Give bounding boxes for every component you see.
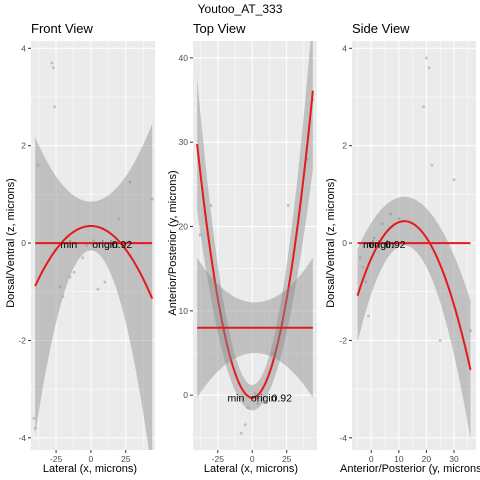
y-axis-label-side: Dorsal/Ventral (z, microns) <box>325 178 337 308</box>
data-point <box>72 270 76 274</box>
x-tick-label-side: 10 <box>394 454 404 464</box>
data-point <box>58 285 62 289</box>
data-point <box>85 244 89 247</box>
y-tick-label-top: 30 <box>179 137 189 147</box>
x-tick-label-side: 0 <box>369 454 374 464</box>
data-point <box>53 105 57 109</box>
panel-title-top: Top View <box>193 21 246 36</box>
y-tick-label-side: 4 <box>342 43 347 53</box>
data-point <box>430 163 434 167</box>
data-point <box>128 180 132 184</box>
data-point <box>253 392 257 395</box>
annotation-min: min <box>363 239 380 251</box>
y-tick-label-top: 20 <box>179 222 189 232</box>
y-tick-label-front: 0 <box>21 238 26 248</box>
y-axis-label-front: Dorsal/Ventral (z, microns) <box>5 178 17 308</box>
data-point <box>422 105 426 109</box>
data-point <box>452 178 456 182</box>
annotation-min: min <box>227 393 244 405</box>
data-point <box>271 351 275 355</box>
data-point <box>209 204 213 207</box>
panel-title-side: Side View <box>352 21 410 36</box>
data-point <box>50 61 54 65</box>
data-point <box>380 222 384 225</box>
x-tick-label-top: 0 <box>250 454 255 464</box>
y-tick-label-front: 2 <box>21 141 26 151</box>
data-point <box>389 212 392 216</box>
y-tick-label-front: -4 <box>18 433 26 443</box>
confidence-band-quadratic <box>35 123 153 450</box>
data-point <box>33 426 37 430</box>
data-point <box>51 66 55 70</box>
data-point <box>198 233 202 237</box>
annotation-origin: origin <box>251 393 277 405</box>
y-tick-label-side: 2 <box>342 141 347 151</box>
data-point <box>68 275 72 279</box>
x-tick-label-side: 30 <box>449 454 459 464</box>
x-tick-label-side: 20 <box>422 454 432 464</box>
data-point <box>286 204 290 207</box>
data-point <box>117 217 121 221</box>
x-tick-label-front: 0 <box>89 454 94 464</box>
data-point <box>81 256 84 260</box>
fit-line-quadratic <box>196 90 314 399</box>
data-point <box>469 329 472 333</box>
x-tick-label-front: 25 <box>121 454 131 464</box>
x-axis-label-front: Lateral (x, microns) <box>43 463 137 475</box>
data-point <box>36 163 40 167</box>
data-point <box>367 314 370 318</box>
data-point <box>243 423 247 427</box>
data-point <box>246 406 250 410</box>
annotation-0-92: 0.92 <box>112 239 133 251</box>
y-tick-label-side: 0 <box>342 238 347 248</box>
x-tick-label-top: 25 <box>282 454 292 464</box>
annotation-0-92: 0.92 <box>385 239 406 251</box>
annotation-origin: origin <box>92 239 118 251</box>
y-tick-label-front: -2 <box>18 335 26 345</box>
data-point <box>92 239 96 243</box>
x-tick-label-front: -25 <box>50 454 63 464</box>
x-axis-label-side: Anterior/Posterior (y, microns) <box>340 463 480 475</box>
data-point <box>96 287 100 291</box>
data-point <box>103 280 107 284</box>
figure-title: Youtoo_AT_333 <box>198 2 283 16</box>
x-tick-label-top: -25 <box>212 454 225 464</box>
data-point <box>361 266 365 269</box>
fit-line-quadratic <box>356 220 472 371</box>
y-tick-label-side: -4 <box>339 433 347 443</box>
data-point <box>61 295 65 299</box>
y-tick-label-top: 0 <box>183 390 188 400</box>
y-tick-label-front: 4 <box>21 43 26 53</box>
data-point <box>438 339 442 342</box>
data-point <box>427 66 431 70</box>
plot-background-top <box>193 41 317 450</box>
plot-background-side <box>352 41 476 450</box>
y-tick-label-top: 10 <box>179 306 189 316</box>
data-point <box>364 280 368 284</box>
data-point <box>372 236 376 240</box>
x-axis-label-top: Lateral (x, microns) <box>204 463 298 475</box>
plot-background-front <box>31 41 155 450</box>
y-axis-label-top: Anterior/Posterior (y, microns) <box>167 170 179 315</box>
data-point <box>358 256 362 260</box>
annotation-origin: origin <box>369 239 395 251</box>
fit-line-quadratic <box>34 225 154 300</box>
data-point <box>150 197 154 201</box>
annotation-min: min <box>60 239 77 251</box>
panel-title-front: Front View <box>31 21 94 36</box>
data-point <box>425 56 428 60</box>
y-tick-label-top: 40 <box>179 53 189 63</box>
confidence-band-quadratic <box>357 196 471 440</box>
y-tick-label-side: -2 <box>339 335 347 345</box>
data-point <box>32 416 36 420</box>
data-point <box>256 402 260 406</box>
annotation-0-92: 0.92 <box>272 393 293 405</box>
data-point <box>239 431 243 435</box>
data-point <box>397 217 401 221</box>
